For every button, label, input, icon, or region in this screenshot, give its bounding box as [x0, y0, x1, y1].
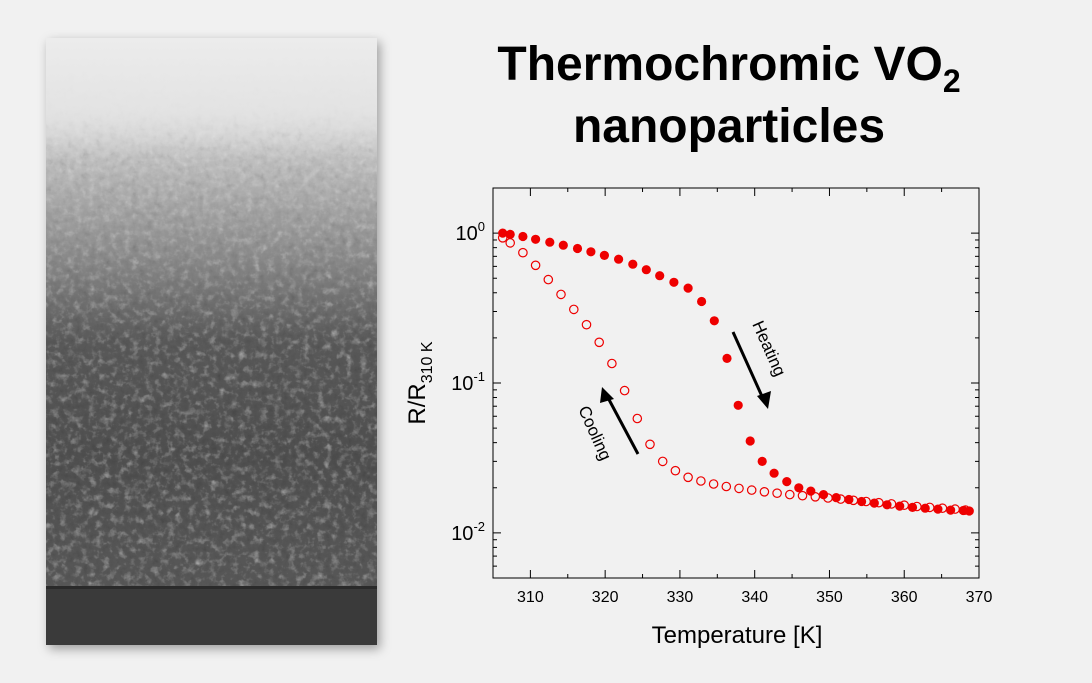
cooling-data-point: [607, 358, 617, 369]
chart-marks: [497, 228, 974, 516]
heating-data-point: [745, 436, 755, 446]
heating-data-point: [599, 250, 610, 260]
y-tick-label: 10-1: [451, 369, 485, 395]
heating-data-point: [733, 400, 743, 410]
x-tick-label: 320: [592, 589, 619, 606]
heating-data-point: [757, 456, 767, 466]
heating-data-point: [669, 277, 679, 287]
cooling-data-point: [696, 476, 706, 486]
x-axis-label: Temperature [K]: [652, 622, 823, 649]
heating-data-point: [655, 271, 665, 281]
heating-data-point: [558, 240, 568, 250]
cooling-data-point: [797, 490, 808, 501]
cooling-data-point: [497, 233, 508, 243]
cooling-data-point: [581, 319, 592, 330]
chart-annotations: Heating Cooling: [574, 318, 789, 463]
cooling-data-point: [670, 465, 681, 476]
cooling-data-point: [810, 491, 821, 502]
cooling-label: Cooling: [574, 403, 615, 463]
sem-micrograph-image: [46, 38, 377, 645]
heating-data-point: [818, 490, 829, 500]
cooling-data-point: [848, 495, 859, 506]
heating-arrow: [731, 331, 767, 404]
cooling-data-point: [835, 494, 846, 504]
cooling-data-point: [619, 385, 630, 396]
heating-data-point: [806, 486, 816, 496]
x-tick-label: 350: [816, 589, 843, 606]
heating-data-point: [628, 259, 638, 269]
heating-data-point: [572, 243, 583, 254]
heating-data-point: [683, 283, 693, 293]
cooling-data-point: [823, 493, 833, 503]
cooling-data-point: [937, 503, 948, 513]
page-title: Thermochromic VO2 nanoparticles: [440, 36, 1018, 156]
cooling-data-point: [899, 500, 909, 510]
x-tick-label: 330: [667, 589, 694, 606]
cooling-data-point: [645, 439, 655, 450]
cooling-data-point: [505, 238, 515, 248]
cooling-data-point: [950, 504, 960, 514]
cooling-data-point: [657, 456, 668, 467]
x-tick-label: 340: [741, 589, 768, 606]
cooling-arrowhead: [600, 387, 614, 403]
heating-data-point: [518, 231, 528, 242]
cooling-data-point: [886, 499, 897, 509]
heating-data-point: [794, 483, 804, 493]
y-axis-label-subscript: 310 K: [419, 341, 436, 383]
cooling-data-point: [721, 481, 732, 492]
x-tick-label: 360: [891, 589, 918, 606]
heating-data-point: [709, 316, 719, 326]
cooling-data-point: [772, 488, 782, 498]
cooling-data-point: [568, 304, 579, 315]
x-tick-label: 370: [966, 589, 993, 606]
heating-label: Heating: [748, 318, 789, 379]
cooling-data-point: [518, 247, 528, 258]
heating-data-point: [505, 229, 515, 239]
cooling-data-point: [746, 485, 757, 495]
y-axis-label-main: R/R: [404, 383, 431, 424]
cooling-data-point: [632, 413, 643, 424]
cooling-data-point: [784, 489, 795, 500]
heating-data-point: [769, 468, 779, 478]
y-tick-label: 100: [456, 219, 485, 245]
heating-data-point: [531, 234, 541, 244]
cooling-data-point: [594, 337, 604, 348]
cooling-data-point: [543, 274, 554, 285]
heating-data-point: [697, 296, 707, 307]
heating-data-point: [586, 247, 596, 257]
heating-data-point: [641, 265, 651, 275]
heating-data-point: [545, 237, 555, 247]
substrate-layer: [46, 586, 377, 645]
title-line2: nanoparticles: [572, 100, 886, 153]
sem-micrograph: [46, 38, 377, 645]
cooling-data-point: [861, 496, 871, 507]
cooling-data-point: [556, 289, 566, 300]
cooling-data-point: [530, 260, 541, 271]
cooling-data-point: [708, 479, 719, 489]
heating-data-point: [722, 353, 732, 363]
y-axis-label: R/R310 K: [404, 341, 436, 424]
cooling-data-point: [912, 501, 922, 512]
title-line1: Thermochromic VO: [497, 38, 943, 91]
chart-axes: 310 320 330 340 350 360 370 100 10-1 10-2: [451, 187, 993, 606]
cooling-data-point: [683, 472, 693, 483]
cooling-data-point: [734, 483, 744, 494]
heating-data-point: [782, 477, 792, 487]
heating-arrowhead: [757, 391, 771, 409]
cooling-data-point: [759, 486, 770, 497]
cooling-data-point: [960, 505, 971, 515]
heating-data-point: [614, 254, 624, 264]
y-tick-label: 10-2: [451, 519, 485, 545]
cooling-data-point: [924, 502, 935, 513]
x-tick-label: 310: [517, 589, 544, 606]
cooling-data-point: [873, 497, 884, 508]
cooling-arrow: [604, 393, 640, 455]
title-subscript: 2: [942, 63, 961, 99]
